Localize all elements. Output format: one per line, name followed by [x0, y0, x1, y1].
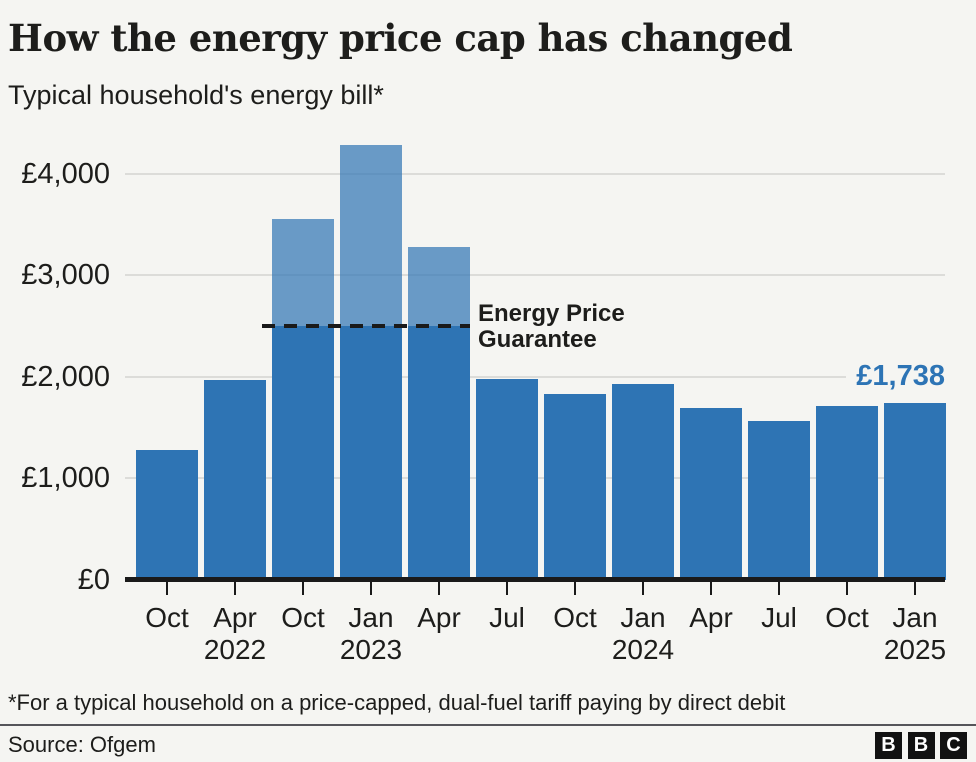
x-axis-month-label-2: Oct — [281, 602, 325, 633]
gridline-3000 — [125, 274, 945, 277]
x-axis-month-label-10: Oct — [825, 602, 869, 633]
bar-apr-2022 — [204, 379, 266, 580]
x-axis-year-label-2022: 2022 — [203, 634, 267, 665]
footer-divider — [0, 724, 976, 726]
x-axis-line — [125, 577, 945, 582]
footnote: *For a typical household on a price-capp… — [8, 690, 786, 715]
bar-oct-2021 — [136, 450, 198, 580]
y-axis-label-4000: £4,000 — [21, 157, 110, 190]
bar-jul-2024 — [748, 420, 810, 580]
y-axis-label-1000: £1,000 — [21, 462, 110, 495]
y-axis-label-2000: £2,000 — [21, 360, 110, 393]
x-axis-year-label-2024: 2024 — [611, 634, 675, 665]
bar-jan-2024 — [612, 384, 674, 580]
bar-apr-2023 — [408, 325, 470, 580]
y-axis-label-0: £0 — [77, 564, 110, 596]
x-axis-year-label-2023: 2023 — [339, 634, 403, 665]
page-subtitle: Typical household's energy bill* — [8, 80, 384, 110]
bar-oct-2023 — [544, 393, 606, 580]
bbc-logo: B B C — [854, 732, 974, 760]
x-axis-tick-11 — [914, 582, 916, 595]
gridline-2000 — [125, 375, 945, 378]
bar-above-guarantee-oct-2022 — [272, 219, 334, 326]
bar-chart-plot-area: Energy Price Guarantee £1,738 £0 £1,000 £2… — [21, 145, 947, 665]
bar-jul-2023 — [476, 379, 538, 580]
bar-jan-2025 — [884, 403, 946, 580]
x-axis-tick-7 — [642, 582, 644, 595]
source-attribution: Source: Ofgem — [8, 732, 156, 757]
page-title: How the energy price cap has changed — [8, 16, 793, 60]
x-axis-month-label-5: Jul — [489, 602, 525, 633]
x-axis-month-label-3: Jan — [348, 602, 394, 633]
gridline-4000 — [125, 172, 945, 175]
energy-price-guarantee-annotation: Energy Price Guarantee — [478, 301, 625, 353]
bar-jan-2023 — [340, 325, 402, 580]
x-axis-tick-1 — [234, 582, 236, 595]
annotation-line-1: Energy Price — [478, 300, 625, 327]
energy-price-guarantee-dashed-line — [262, 324, 470, 328]
bbc-logo-block-b1: B — [875, 732, 902, 759]
x-axis-month-label-7: Jan — [620, 602, 666, 633]
x-axis-tick-4 — [438, 582, 440, 595]
x-axis-month-label-6: Oct — [553, 602, 597, 633]
bar-oct-2024 — [816, 405, 878, 580]
x-axis-tick-6 — [574, 582, 576, 595]
x-axis-tick-9 — [778, 582, 780, 595]
bar-above-guarantee-jan-2023 — [340, 145, 402, 326]
x-axis-tick-10 — [846, 582, 848, 595]
bar-oct-2022 — [272, 325, 334, 580]
x-axis-month-label-0: Oct — [145, 602, 189, 633]
bbc-logo-block-b2: B — [907, 732, 935, 759]
bar-above-guarantee-apr-2023 — [408, 246, 470, 326]
y-axis-label-3000: £3,000 — [21, 259, 110, 292]
x-axis-month-label-1: Apr — [213, 602, 257, 633]
annotation-line-2: Guarantee — [478, 326, 597, 353]
x-axis-month-label-9: Jul — [761, 602, 797, 633]
x-axis-year-label-2025: 2025 — [883, 634, 947, 665]
x-axis-tick-8 — [710, 582, 712, 595]
x-axis-month-label-8: Apr — [689, 602, 733, 633]
bar-apr-2024 — [680, 408, 742, 580]
x-axis-tick-5 — [506, 582, 508, 595]
latest-cap-value-label: £1,738 — [846, 361, 945, 392]
x-axis-month-label-11: Jan — [892, 602, 938, 633]
x-axis-month-label-4: Apr — [417, 602, 461, 633]
x-axis-tick-0 — [166, 582, 168, 595]
x-axis-tick-3 — [370, 582, 372, 595]
bbc-logo-block-c: C — [940, 732, 967, 759]
x-axis-tick-2 — [302, 582, 304, 595]
